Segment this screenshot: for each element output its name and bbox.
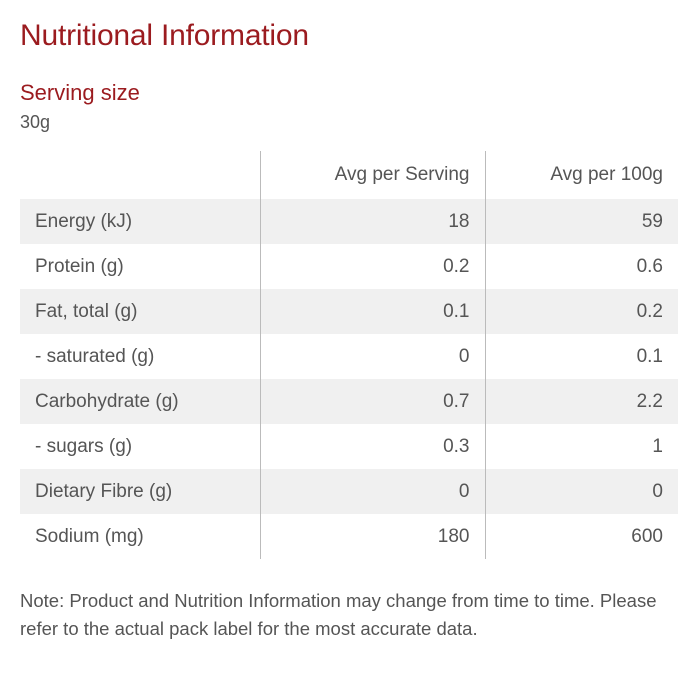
table-row: - sugars (g) 0.3 1	[20, 424, 678, 469]
nutrient-name: Sodium (mg)	[35, 526, 144, 547]
nutrient-name: Protein (g)	[35, 256, 124, 277]
per-100g-value: 0	[484, 469, 678, 514]
table-row: Carbohydrate (g) 0.7 2.2	[20, 379, 678, 424]
per-serving-value: 0.1	[259, 289, 485, 334]
per-100g-value: 0.1	[484, 334, 678, 379]
table-row: Sodium (mg) 180 600	[20, 514, 678, 559]
per-100g-value: 600	[484, 514, 678, 559]
table-row: Protein (g) 0.2 0.6	[20, 244, 678, 289]
nutrient-name: Carbohydrate (g)	[20, 379, 260, 424]
nutrient-name: Energy (kJ)	[20, 199, 260, 244]
per-serving-value: 0.7	[259, 379, 485, 424]
disclaimer-note: Note: Product and Nutrition Information …	[20, 590, 657, 639]
nutrient-name: - sugars (g)	[35, 436, 133, 457]
per-serving-value: 18	[259, 199, 485, 244]
nutrient-name: Dietary Fibre (g)	[20, 469, 260, 514]
per-serving-value: 0.3	[259, 424, 485, 469]
table-header: Avg per Serving Avg per 100g	[20, 151, 678, 199]
per-serving-value: 0.2	[259, 244, 485, 289]
table-row: Dietary Fibre (g) 0 0	[20, 469, 678, 514]
nutrient-name: Fat, total (g)	[20, 289, 260, 334]
table-body: Energy (kJ) 18 59 Protein (g) 0.2 0.6 Fa…	[20, 199, 678, 559]
header-row: Avg per Serving Avg per 100g	[20, 151, 678, 199]
serving-size-label: Serving size	[20, 80, 140, 105]
table-row: - saturated (g) 0 0.1	[20, 334, 678, 379]
table-row: Fat, total (g) 0.1 0.2	[20, 289, 678, 334]
table-row: Energy (kJ) 18 59	[20, 199, 678, 244]
header-nutrient	[20, 151, 260, 199]
per-100g-value: 1	[484, 424, 678, 469]
serving-size-value: 30g	[20, 112, 51, 132]
nutrition-table: Avg per Serving Avg per 100g Energy (kJ)…	[20, 151, 678, 559]
per-100g-value: 0.6	[484, 244, 678, 289]
per-100g-value: 59	[484, 199, 678, 244]
per-100g-value: 2.2	[484, 379, 678, 424]
per-serving-value: 0	[259, 469, 485, 514]
page-title: Nutritional Information	[20, 19, 309, 52]
nutrient-name: - saturated (g)	[35, 346, 155, 367]
per-100g-value: 0.2	[484, 289, 678, 334]
header-avg-per-100g: Avg per 100g	[484, 151, 678, 199]
per-serving-value: 180	[259, 514, 485, 559]
header-avg-per-serving: Avg per Serving	[259, 151, 485, 199]
per-serving-value: 0	[259, 334, 485, 379]
